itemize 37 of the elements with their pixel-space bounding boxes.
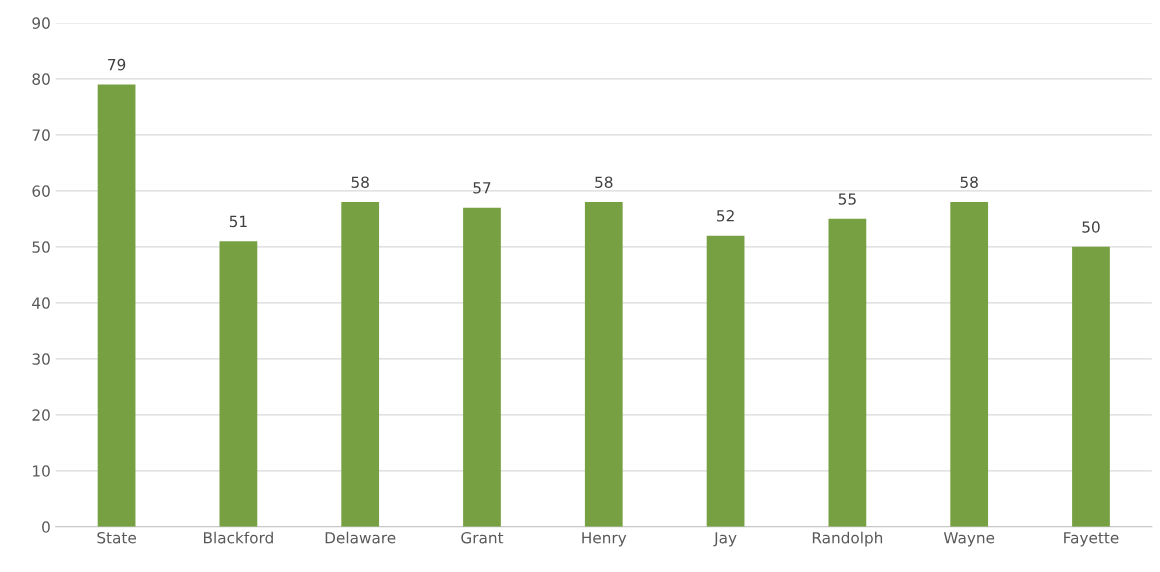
y-tick-label: 90 (32, 17, 50, 29)
x-tick-label: Blackford (203, 531, 273, 544)
bar (463, 207, 501, 527)
y-tick-label: 70 (32, 129, 50, 141)
x-tick-label: Wayne (943, 532, 995, 547)
y-tick-label: 80 (32, 73, 50, 85)
bar (219, 241, 258, 527)
x-tick-label: Jay (713, 532, 737, 547)
data-label: 51 (229, 215, 247, 228)
bar (950, 202, 989, 527)
data-label: 58 (960, 176, 978, 188)
y-tick-label: 20 (32, 409, 50, 421)
y-tick-label: 50 (32, 241, 50, 253)
y-tick-label: 30 (32, 353, 50, 365)
bar (584, 202, 623, 527)
y-tick-label: 40 (32, 297, 50, 309)
bar (706, 235, 745, 527)
data-label: 58 (595, 176, 613, 188)
data-label: 55 (838, 193, 856, 205)
y-tick-label: 10 (33, 465, 50, 477)
bar (828, 218, 867, 527)
x-tick-label: Fayette (1064, 532, 1119, 547)
data-label: 52 (717, 210, 734, 222)
data-label: 50 (1082, 221, 1100, 233)
x-tick-label: State (97, 531, 136, 544)
x-tick-label: Henry (582, 532, 627, 547)
data-label: 58 (351, 176, 369, 188)
bar (1072, 246, 1110, 527)
data-label: 57 (473, 182, 491, 194)
y-tick-label: 0 (42, 521, 50, 533)
y-tick-label: 60 (32, 185, 50, 197)
bar (341, 202, 380, 527)
bar (97, 84, 136, 527)
x-tick-label: Randolph (812, 531, 883, 547)
x-tick-label: Delaware (325, 531, 396, 544)
data-label: 79 (108, 58, 126, 71)
x-tick-label: Grant (461, 531, 504, 544)
